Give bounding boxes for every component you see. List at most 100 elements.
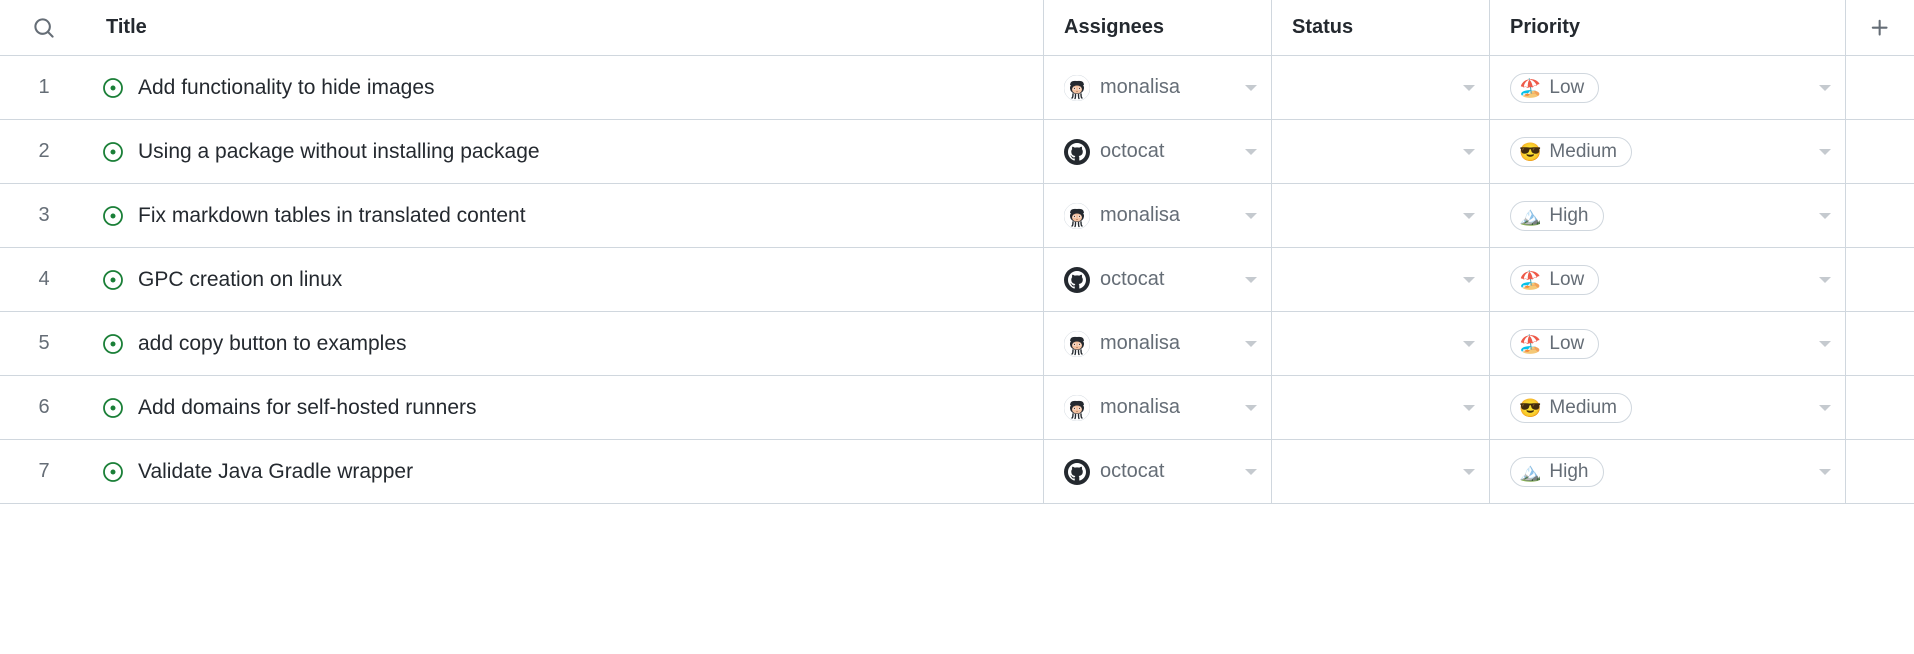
title-cell[interactable]: add copy button to examples (88, 312, 1044, 375)
assignee-name: monalisa (1100, 76, 1180, 99)
priority-cell[interactable]: 🏔️ High (1490, 184, 1846, 247)
status-cell[interactable] (1272, 376, 1490, 439)
priority-pill: 🏔️ High (1510, 457, 1604, 487)
chevron-down-icon (1819, 213, 1831, 219)
assignee-name: monalisa (1100, 204, 1180, 227)
priority-pill: 🏖️ Low (1510, 329, 1599, 359)
priority-cell[interactable]: 😎 Medium (1490, 120, 1846, 183)
project-table: Title Assignees Status Priority 1 Add fu… (0, 0, 1914, 504)
row-number: 5 (0, 312, 88, 375)
priority-pill: 🏔️ High (1510, 201, 1604, 231)
issue-title: add copy button to examples (138, 332, 407, 356)
column-header-priority[interactable]: Priority (1490, 0, 1846, 55)
priority-label: Medium (1549, 141, 1617, 163)
table-row[interactable]: 7 Validate Java Gradle wrapper octocat 🏔… (0, 440, 1914, 504)
priority-pill: 😎 Medium (1510, 137, 1632, 167)
search-icon (33, 17, 55, 39)
assignee-cell[interactable]: monalisa (1044, 56, 1272, 119)
title-cell[interactable]: Validate Java Gradle wrapper (88, 440, 1044, 503)
chevron-down-icon (1245, 277, 1257, 283)
chevron-down-icon (1245, 405, 1257, 411)
table-body: 1 Add functionality to hide images monal… (0, 56, 1914, 504)
issue-title: Add domains for self-hosted runners (138, 396, 477, 420)
issue-title: GPC creation on linux (138, 268, 342, 292)
assignee-cell[interactable]: octocat (1044, 440, 1272, 503)
status-cell[interactable] (1272, 184, 1490, 247)
issue-title: Fix markdown tables in translated conten… (138, 204, 526, 228)
row-trailing-cell (1846, 376, 1914, 439)
column-header-assignees[interactable]: Assignees (1044, 0, 1272, 55)
assignee-cell[interactable]: monalisa (1044, 184, 1272, 247)
column-header-status[interactable]: Status (1272, 0, 1490, 55)
row-trailing-cell (1846, 248, 1914, 311)
status-cell[interactable] (1272, 312, 1490, 375)
row-number: 2 (0, 120, 88, 183)
assignee-cell[interactable]: monalisa (1044, 376, 1272, 439)
table-row[interactable]: 4 GPC creation on linux octocat 🏖️ Low (0, 248, 1914, 312)
table-row[interactable]: 2 Using a package without installing pac… (0, 120, 1914, 184)
priority-cell[interactable]: 🏔️ High (1490, 440, 1846, 503)
chevron-down-icon (1819, 277, 1831, 283)
priority-label: Low (1549, 333, 1584, 355)
priority-emoji: 🏔️ (1519, 207, 1541, 225)
issue-title: Add functionality to hide images (138, 76, 435, 100)
chevron-down-icon (1463, 405, 1475, 411)
table-row[interactable]: 6 Add domains for self-hosted runners mo… (0, 376, 1914, 440)
title-cell[interactable]: GPC creation on linux (88, 248, 1044, 311)
search-cell[interactable] (0, 0, 88, 55)
column-header-priority-label: Priority (1510, 16, 1580, 39)
issue-open-icon (102, 141, 124, 163)
issue-open-icon (102, 333, 124, 355)
chevron-down-icon (1819, 405, 1831, 411)
chevron-down-icon (1463, 85, 1475, 91)
chevron-down-icon (1463, 341, 1475, 347)
table-row[interactable]: 5 add copy button to examples monalisa 🏖… (0, 312, 1914, 376)
row-number: 7 (0, 440, 88, 503)
chevron-down-icon (1245, 341, 1257, 347)
priority-emoji: 😎 (1519, 399, 1541, 417)
title-cell[interactable]: Add functionality to hide images (88, 56, 1044, 119)
chevron-down-icon (1463, 277, 1475, 283)
add-column-button[interactable] (1846, 0, 1914, 55)
title-cell[interactable]: Fix markdown tables in translated conten… (88, 184, 1044, 247)
chevron-down-icon (1245, 213, 1257, 219)
title-cell[interactable]: Using a package without installing packa… (88, 120, 1044, 183)
avatar (1064, 331, 1090, 357)
priority-pill: 🏖️ Low (1510, 265, 1599, 295)
avatar (1064, 139, 1090, 165)
avatar (1064, 459, 1090, 485)
issue-open-icon (102, 77, 124, 99)
title-cell[interactable]: Add domains for self-hosted runners (88, 376, 1044, 439)
row-number: 1 (0, 56, 88, 119)
chevron-down-icon (1245, 85, 1257, 91)
chevron-down-icon (1819, 341, 1831, 347)
status-cell[interactable] (1272, 248, 1490, 311)
table-row[interactable]: 1 Add functionality to hide images monal… (0, 56, 1914, 120)
row-trailing-cell (1846, 120, 1914, 183)
assignee-cell[interactable]: monalisa (1044, 312, 1272, 375)
assignee-cell[interactable]: octocat (1044, 248, 1272, 311)
status-cell[interactable] (1272, 440, 1490, 503)
issue-title: Validate Java Gradle wrapper (138, 460, 413, 484)
avatar (1064, 203, 1090, 229)
issue-open-icon (102, 205, 124, 227)
priority-cell[interactable]: 🏖️ Low (1490, 312, 1846, 375)
priority-label: Low (1549, 269, 1584, 291)
priority-cell[interactable]: 🏖️ Low (1490, 56, 1846, 119)
column-header-assignees-label: Assignees (1064, 16, 1164, 39)
priority-cell[interactable]: 😎 Medium (1490, 376, 1846, 439)
priority-cell[interactable]: 🏖️ Low (1490, 248, 1846, 311)
status-cell[interactable] (1272, 120, 1490, 183)
assignee-name: octocat (1100, 460, 1164, 483)
row-trailing-cell (1846, 184, 1914, 247)
row-trailing-cell (1846, 312, 1914, 375)
row-number: 6 (0, 376, 88, 439)
assignee-name: monalisa (1100, 332, 1180, 355)
issue-open-icon (102, 461, 124, 483)
column-header-title[interactable]: Title (88, 0, 1044, 55)
row-trailing-cell (1846, 56, 1914, 119)
assignee-cell[interactable]: octocat (1044, 120, 1272, 183)
priority-label: High (1549, 461, 1588, 483)
table-row[interactable]: 3 Fix markdown tables in translated cont… (0, 184, 1914, 248)
status-cell[interactable] (1272, 56, 1490, 119)
